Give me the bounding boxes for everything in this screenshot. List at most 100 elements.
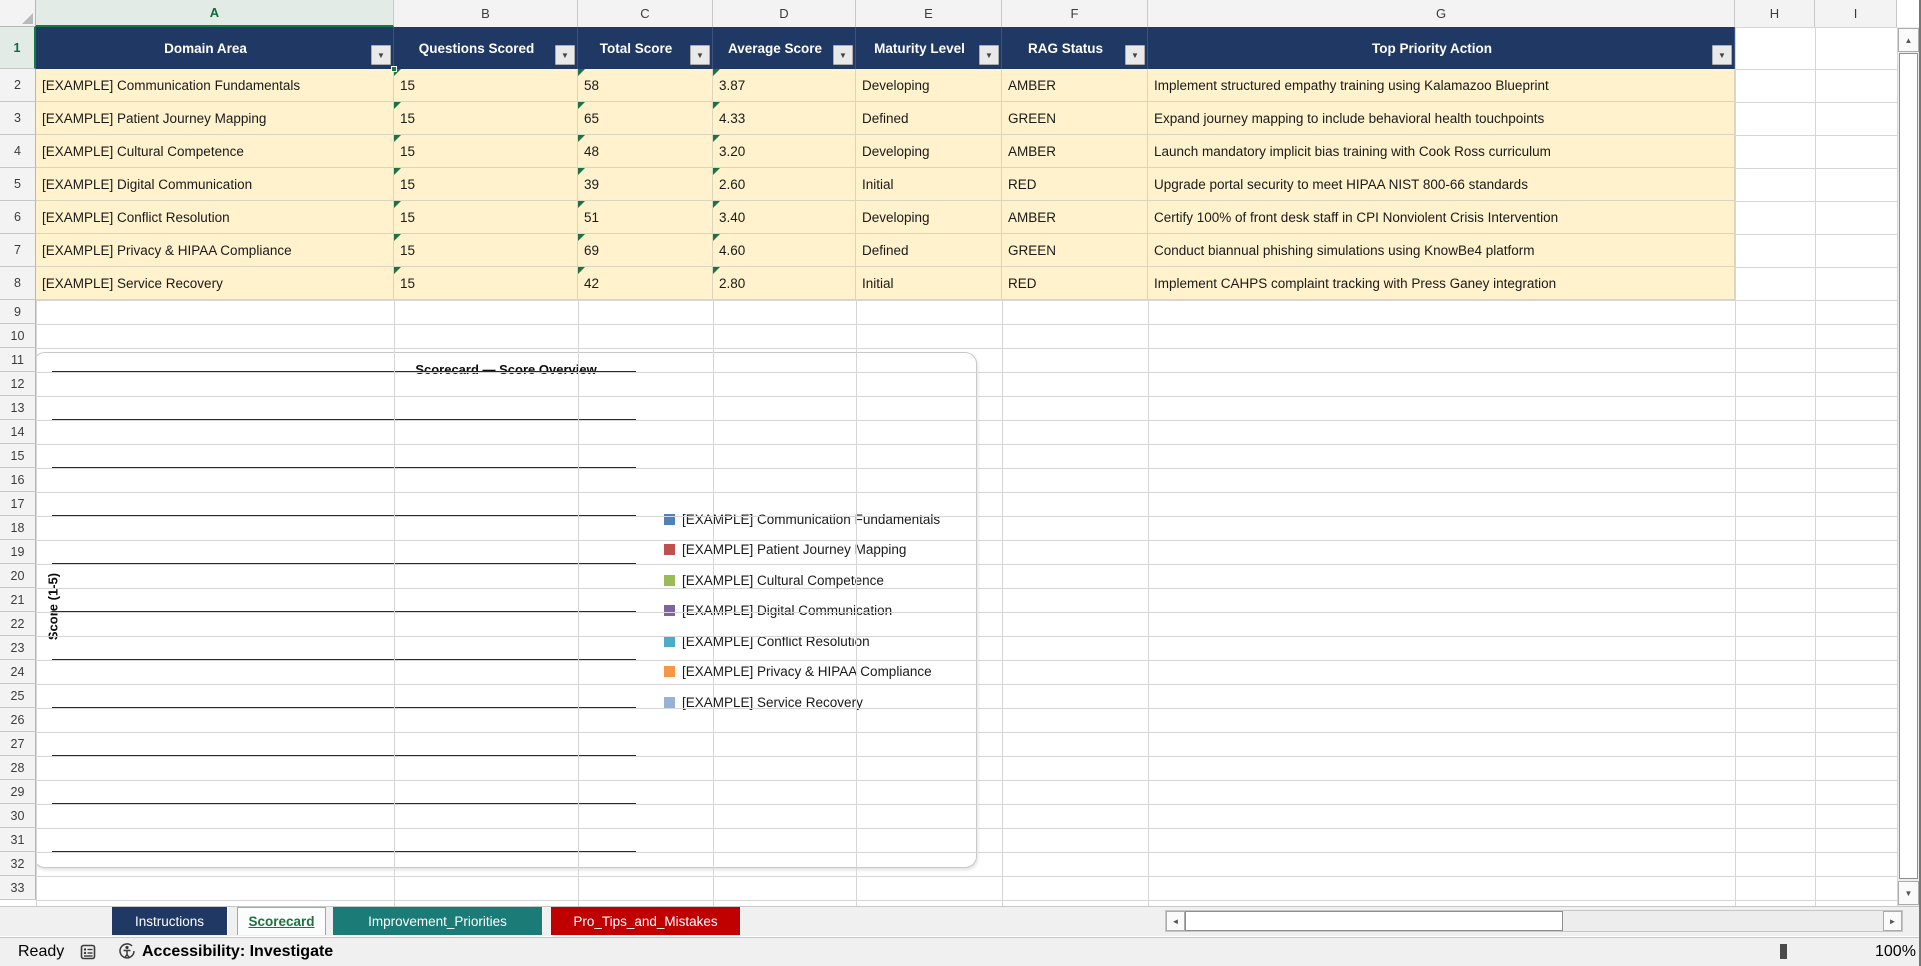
filter-button[interactable]: ▼ (1125, 45, 1145, 65)
row-header-5[interactable]: 5 (0, 168, 36, 201)
cell-D4[interactable]: 3.20 (713, 135, 856, 168)
cell-D2[interactable]: 3.87 (713, 69, 856, 102)
cell-F8[interactable]: RED (1002, 267, 1148, 300)
column-header-H[interactable]: H (1735, 0, 1815, 27)
vscroll-down-button[interactable]: ▼ (1898, 881, 1919, 905)
row-header-20[interactable]: 20 (0, 564, 36, 588)
sheet-tab-improvement_priorities[interactable]: Improvement_Priorities (333, 907, 543, 935)
row-header-32[interactable]: 32 (0, 852, 36, 876)
row-header-9[interactable]: 9 (0, 300, 36, 324)
cell-E8[interactable]: Initial (856, 267, 1002, 300)
cell-D6[interactable]: 3.40 (713, 201, 856, 234)
row-header-4[interactable]: 4 (0, 135, 36, 168)
cell-G5[interactable]: Upgrade portal security to meet HIPAA NI… (1148, 168, 1735, 201)
cell-F2[interactable]: AMBER (1002, 69, 1148, 102)
row-header-13[interactable]: 13 (0, 396, 36, 420)
filter-button[interactable]: ▼ (1712, 45, 1732, 65)
filter-button[interactable]: ▼ (833, 45, 853, 65)
row-header-11[interactable]: 11 (0, 348, 36, 372)
row-header-22[interactable]: 22 (0, 612, 36, 636)
cell-B6[interactable]: 15 (394, 201, 578, 234)
cell-B5[interactable]: 15 (394, 168, 578, 201)
cell-C7[interactable]: 69 (578, 234, 713, 267)
row-header-10[interactable]: 10 (0, 324, 36, 348)
row-header-2[interactable]: 2 (0, 69, 36, 102)
cell-C3[interactable]: 65 (578, 102, 713, 135)
cell-F7[interactable]: GREEN (1002, 234, 1148, 267)
column-header-C[interactable]: C (578, 0, 713, 27)
filter-button[interactable]: ▼ (371, 45, 391, 65)
row-header-12[interactable]: 12 (0, 372, 36, 396)
row-header-24[interactable]: 24 (0, 660, 36, 684)
cell-G8[interactable]: Implement CAHPS complaint tracking with … (1148, 267, 1735, 300)
row-header-26[interactable]: 26 (0, 708, 36, 732)
cell-G7[interactable]: Conduct biannual phishing simulations us… (1148, 234, 1735, 267)
filter-button[interactable]: ▼ (555, 45, 575, 65)
cell-B4[interactable]: 15 (394, 135, 578, 168)
cell-C8[interactable]: 42 (578, 267, 713, 300)
row-header-21[interactable]: 21 (0, 588, 36, 612)
legend-item[interactable]: [EXAMPLE] Cultural Competence (664, 570, 884, 590)
row-header-8[interactable]: 8 (0, 267, 36, 300)
cell-A3[interactable]: [EXAMPLE] Patient Journey Mapping (36, 102, 394, 135)
legend-item[interactable]: [EXAMPLE] Privacy & HIPAA Compliance (664, 662, 932, 682)
cell-A5[interactable]: [EXAMPLE] Digital Communication (36, 168, 394, 201)
row-header-19[interactable]: 19 (0, 540, 36, 564)
row-header-27[interactable]: 27 (0, 732, 36, 756)
cell-E5[interactable]: Initial (856, 168, 1002, 201)
row-header-18[interactable]: 18 (0, 516, 36, 540)
zoom-slider-thumb[interactable] (1780, 944, 1787, 959)
cell-F3[interactable]: GREEN (1002, 102, 1148, 135)
cell-C4[interactable]: 48 (578, 135, 713, 168)
row-header-29[interactable]: 29 (0, 780, 36, 804)
cell-C6[interactable]: 51 (578, 201, 713, 234)
cell-D8[interactable]: 2.80 (713, 267, 856, 300)
row-header-15[interactable]: 15 (0, 444, 36, 468)
column-header-E[interactable]: E (856, 0, 1002, 27)
row-header-1[interactable]: 1 (0, 27, 36, 69)
row-header-28[interactable]: 28 (0, 756, 36, 780)
sheet-tab-pro_tips_and_mistakes[interactable]: Pro_Tips_and_Mistakes (551, 907, 741, 935)
accessibility-status[interactable]: Accessibility: Investigate (118, 937, 333, 966)
sheet-tab-scorecard[interactable]: Scorecard (237, 907, 326, 935)
column-header-F[interactable]: F (1002, 0, 1148, 27)
row-header-30[interactable]: 30 (0, 804, 36, 828)
column-header-G[interactable]: G (1148, 0, 1735, 27)
cell-C5[interactable]: 39 (578, 168, 713, 201)
cell-G2[interactable]: Implement structured empathy training us… (1148, 69, 1735, 102)
cell-A2[interactable]: [EXAMPLE] Communication Fundamentals (36, 69, 394, 102)
cell-F5[interactable]: RED (1002, 168, 1148, 201)
cell-G4[interactable]: Launch mandatory implicit bias training … (1148, 135, 1735, 168)
row-header-33[interactable]: 33 (0, 876, 36, 900)
cell-C2[interactable]: 58 (578, 69, 713, 102)
cell-E6[interactable]: Developing (856, 201, 1002, 234)
column-header-B[interactable]: B (394, 0, 578, 27)
legend-item[interactable]: [EXAMPLE] Conflict Resolution (664, 631, 870, 651)
row-header-6[interactable]: 6 (0, 201, 36, 234)
fill-handle[interactable] (391, 66, 397, 72)
cell-A4[interactable]: [EXAMPLE] Cultural Competence (36, 135, 394, 168)
row-header-16[interactable]: 16 (0, 468, 36, 492)
row-header-23[interactable]: 23 (0, 636, 36, 660)
row-header-25[interactable]: 25 (0, 684, 36, 708)
filter-button[interactable]: ▼ (979, 45, 999, 65)
row-header-7[interactable]: 7 (0, 234, 36, 267)
row-header-31[interactable]: 31 (0, 828, 36, 852)
hscroll-left-button[interactable]: ◄ (1166, 911, 1185, 931)
cell-B2[interactable]: 15 (394, 69, 578, 102)
row-header-3[interactable]: 3 (0, 102, 36, 135)
cell-E3[interactable]: Defined (856, 102, 1002, 135)
cell-E7[interactable]: Defined (856, 234, 1002, 267)
sheet-tab-instructions[interactable]: Instructions (112, 907, 228, 935)
vscroll-up-button[interactable]: ▲ (1898, 28, 1919, 52)
cell-B3[interactable]: 15 (394, 102, 578, 135)
cell-F4[interactable]: AMBER (1002, 135, 1148, 168)
hscroll-thumb[interactable] (1185, 911, 1563, 931)
cell-D7[interactable]: 4.60 (713, 234, 856, 267)
cell-G3[interactable]: Expand journey mapping to include behavi… (1148, 102, 1735, 135)
macro-record-icon[interactable] (80, 937, 96, 966)
cell-G6[interactable]: Certify 100% of front desk staff in CPI … (1148, 201, 1735, 234)
legend-item[interactable]: [EXAMPLE] Communication Fundamentals (664, 509, 940, 529)
zoom-percent[interactable]: 100% (1875, 937, 1916, 966)
cell-D3[interactable]: 4.33 (713, 102, 856, 135)
